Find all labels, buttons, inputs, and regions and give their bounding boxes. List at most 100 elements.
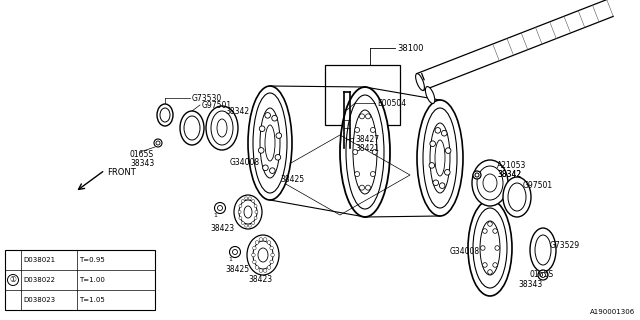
Ellipse shape	[480, 221, 500, 275]
Circle shape	[365, 185, 371, 190]
Text: 0165S: 0165S	[130, 150, 154, 159]
Circle shape	[276, 133, 282, 138]
Ellipse shape	[468, 200, 512, 296]
Ellipse shape	[160, 108, 170, 122]
Circle shape	[488, 270, 492, 274]
Circle shape	[255, 211, 258, 213]
Ellipse shape	[417, 100, 463, 216]
Circle shape	[495, 246, 499, 250]
Ellipse shape	[353, 110, 377, 194]
Ellipse shape	[180, 111, 204, 145]
Circle shape	[265, 113, 271, 118]
Circle shape	[232, 250, 237, 254]
Circle shape	[230, 246, 241, 258]
Circle shape	[255, 266, 259, 269]
Ellipse shape	[253, 241, 273, 269]
Text: D038022: D038022	[23, 277, 55, 283]
Ellipse shape	[258, 248, 268, 262]
Circle shape	[371, 172, 376, 177]
Circle shape	[271, 253, 275, 257]
Circle shape	[445, 148, 451, 153]
Text: G73529: G73529	[550, 241, 580, 250]
Text: G34008: G34008	[230, 158, 260, 167]
Circle shape	[241, 200, 244, 203]
Text: T=1.05: T=1.05	[79, 297, 105, 303]
Text: 38425: 38425	[280, 175, 304, 184]
Ellipse shape	[472, 160, 508, 206]
Circle shape	[253, 246, 256, 250]
Ellipse shape	[157, 104, 173, 126]
Ellipse shape	[340, 87, 390, 217]
Ellipse shape	[535, 235, 551, 265]
Circle shape	[270, 246, 273, 250]
Ellipse shape	[248, 86, 292, 200]
Text: 38343: 38343	[518, 280, 542, 289]
Circle shape	[430, 141, 435, 147]
Circle shape	[429, 163, 435, 168]
Circle shape	[244, 197, 248, 200]
Text: G73530: G73530	[192, 94, 222, 103]
Text: ①: ①	[10, 276, 17, 284]
Circle shape	[218, 205, 223, 211]
Text: 38343: 38343	[130, 159, 154, 168]
Circle shape	[263, 269, 267, 272]
Ellipse shape	[483, 174, 497, 192]
Circle shape	[238, 211, 241, 213]
Circle shape	[365, 114, 371, 119]
Circle shape	[360, 185, 365, 190]
Circle shape	[433, 180, 438, 186]
Text: A190001306: A190001306	[589, 309, 635, 315]
Circle shape	[248, 197, 252, 200]
Circle shape	[442, 131, 447, 136]
Text: G34008: G34008	[450, 247, 480, 256]
Circle shape	[263, 238, 267, 241]
Circle shape	[253, 260, 256, 264]
Ellipse shape	[423, 108, 457, 208]
Ellipse shape	[508, 183, 526, 211]
Circle shape	[259, 238, 262, 241]
Circle shape	[488, 222, 492, 226]
Ellipse shape	[473, 208, 507, 288]
Ellipse shape	[430, 123, 450, 193]
Text: FRONT: FRONT	[107, 168, 136, 177]
Circle shape	[475, 173, 479, 177]
Ellipse shape	[503, 177, 531, 217]
Ellipse shape	[530, 228, 556, 272]
Circle shape	[239, 217, 242, 220]
Circle shape	[254, 217, 257, 220]
Text: 38342: 38342	[497, 170, 521, 179]
Circle shape	[259, 148, 264, 153]
Circle shape	[355, 127, 360, 132]
Text: T=0.95: T=0.95	[79, 257, 105, 263]
Circle shape	[538, 270, 548, 280]
Circle shape	[541, 273, 545, 277]
Text: 38425: 38425	[225, 265, 249, 274]
Circle shape	[372, 149, 377, 155]
Circle shape	[272, 116, 277, 121]
Circle shape	[239, 204, 242, 207]
Circle shape	[473, 171, 481, 179]
Circle shape	[371, 127, 376, 132]
Circle shape	[360, 114, 365, 119]
Circle shape	[275, 155, 281, 160]
Circle shape	[269, 168, 275, 173]
Bar	[5, 250, 155, 310]
Circle shape	[483, 229, 487, 233]
Text: 1: 1	[228, 257, 232, 262]
Ellipse shape	[415, 74, 424, 91]
Text: 1: 1	[213, 213, 217, 218]
Ellipse shape	[260, 108, 280, 178]
Circle shape	[259, 126, 265, 132]
Circle shape	[267, 241, 271, 244]
Ellipse shape	[239, 200, 257, 224]
Text: 38423: 38423	[248, 275, 272, 284]
Text: 38421: 38421	[355, 144, 379, 153]
Circle shape	[252, 253, 255, 257]
Circle shape	[154, 139, 162, 147]
Ellipse shape	[206, 106, 238, 150]
Circle shape	[248, 224, 252, 227]
Ellipse shape	[435, 140, 445, 176]
Circle shape	[353, 149, 358, 155]
Circle shape	[252, 200, 255, 203]
Text: G97501: G97501	[523, 181, 553, 190]
